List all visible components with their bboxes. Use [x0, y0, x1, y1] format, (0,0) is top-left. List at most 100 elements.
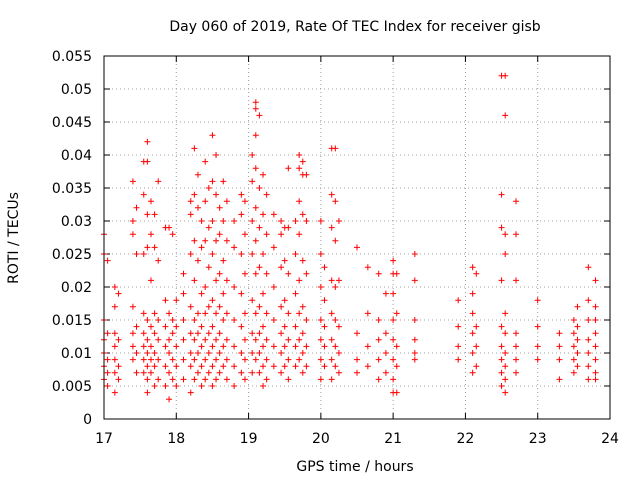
- data-point: [585, 317, 592, 323]
- data-point: [166, 369, 173, 376]
- data-point: [411, 317, 418, 323]
- data-point: [140, 251, 147, 257]
- data-point: [285, 270, 292, 277]
- chart-title: Day 060 of 2019, Rate Of TEC Index for r…: [169, 19, 540, 35]
- data-point: [191, 356, 198, 363]
- data-point: [249, 297, 256, 304]
- data-point: [216, 231, 223, 238]
- data-point: [249, 218, 256, 224]
- data-point: [231, 363, 238, 370]
- data-point: [169, 317, 176, 323]
- data-point: [328, 191, 335, 198]
- data-point: [260, 171, 267, 178]
- data-point: [498, 343, 505, 350]
- data-point: [252, 99, 259, 106]
- data-point: [278, 264, 285, 271]
- data-point: [592, 376, 599, 383]
- x-tick-label: 18: [167, 431, 185, 447]
- data-point: [144, 211, 151, 218]
- data-point: [104, 330, 111, 337]
- data-point: [209, 132, 216, 139]
- data-point: [585, 264, 592, 271]
- data-point: [187, 303, 194, 310]
- data-point: [231, 218, 238, 224]
- data-point: [335, 369, 342, 376]
- data-point: [390, 257, 397, 264]
- data-point: [151, 330, 158, 337]
- data-point: [209, 218, 216, 224]
- data-point: [144, 317, 151, 323]
- data-point: [223, 336, 230, 343]
- data-point: [205, 224, 212, 231]
- x-tick-labels: 17 18 19 20 21 22 23 24: [95, 431, 619, 447]
- data-point: [375, 270, 382, 277]
- data-point: [198, 363, 205, 370]
- data-point: [144, 336, 151, 343]
- data-point: [256, 264, 263, 271]
- data-point: [292, 290, 299, 297]
- data-point: [328, 224, 335, 231]
- data-point: [187, 330, 194, 337]
- data-point: [270, 284, 277, 290]
- data-point: [513, 198, 520, 205]
- data-point: [223, 310, 230, 317]
- data-point: [299, 303, 306, 310]
- data-point: [328, 356, 335, 363]
- data-point: [292, 323, 299, 330]
- data-point: [144, 376, 151, 383]
- data-point: [187, 198, 194, 205]
- data-point: [180, 270, 187, 277]
- data-point: [198, 290, 205, 297]
- data-point: [502, 363, 509, 370]
- data-point: [375, 376, 382, 383]
- data-point: [328, 310, 335, 317]
- data-point: [147, 323, 154, 330]
- y-tick-label: 0.03: [61, 214, 92, 230]
- data-point: [393, 343, 400, 350]
- data-point: [321, 363, 328, 370]
- x-tick-label: 17: [95, 431, 113, 447]
- data-point: [162, 383, 169, 389]
- data-point: [202, 336, 209, 343]
- data-point: [231, 284, 238, 290]
- data-point: [147, 198, 154, 205]
- data-point: [144, 363, 151, 370]
- data-point: [281, 363, 288, 370]
- data-point: [220, 363, 227, 370]
- data-point: [151, 310, 158, 317]
- data-point: [270, 317, 277, 323]
- data-point: [252, 204, 259, 211]
- data-point: [260, 290, 267, 297]
- data-point: [115, 290, 122, 297]
- data-point: [502, 72, 509, 79]
- data-point: [223, 376, 230, 383]
- data-point: [411, 277, 418, 284]
- data-point: [534, 297, 541, 304]
- data-point: [592, 330, 599, 337]
- data-point: [133, 204, 140, 211]
- data-point: [241, 376, 248, 383]
- data-point: [194, 330, 201, 337]
- data-point: [187, 211, 194, 218]
- data-point: [332, 317, 339, 323]
- data-point: [205, 264, 212, 271]
- data-point: [202, 356, 209, 363]
- data-point: [256, 330, 263, 337]
- data-point: [209, 297, 216, 304]
- data-point: [473, 270, 480, 277]
- data-point: [249, 178, 256, 185]
- data-point: [299, 330, 306, 337]
- data-point: [209, 323, 216, 330]
- data-point: [180, 317, 187, 323]
- data-point: [216, 330, 223, 337]
- data-point: [321, 323, 328, 330]
- data-point: [198, 343, 205, 350]
- data-point: [151, 383, 158, 389]
- data-point: [129, 178, 136, 185]
- data-point: [335, 277, 342, 284]
- data-markers: [101, 72, 599, 403]
- data-point: [513, 356, 520, 363]
- data-point: [140, 191, 147, 198]
- data-point: [169, 330, 176, 337]
- data-point: [241, 231, 248, 238]
